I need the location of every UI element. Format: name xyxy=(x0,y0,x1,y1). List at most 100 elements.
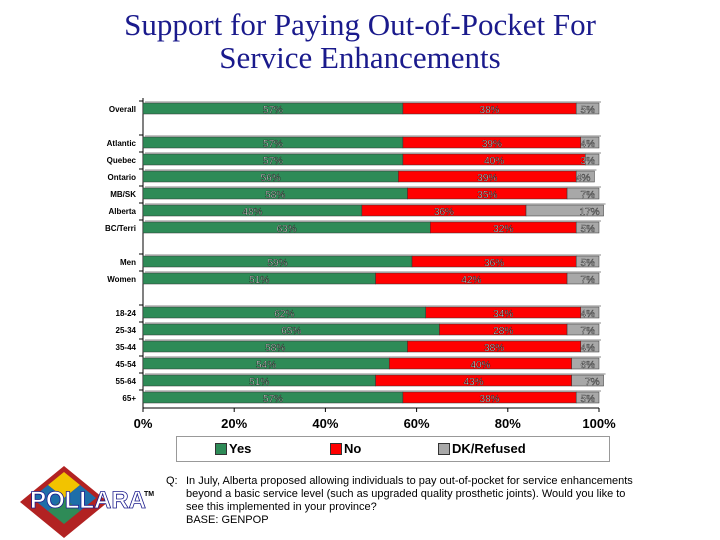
data-label: 39% xyxy=(477,173,497,184)
bar-depth xyxy=(427,305,583,307)
bar-depth xyxy=(145,339,410,341)
logo-text: POLLARA xyxy=(30,487,146,514)
bar-depth xyxy=(145,135,405,137)
bar-segment-dkrefused xyxy=(575,102,600,115)
bar-segment-dkrefused xyxy=(571,357,600,370)
data-label: 57% xyxy=(263,156,283,167)
bar-segment-dkrefused xyxy=(580,340,600,353)
legend-swatch-no xyxy=(330,443,342,455)
bar-depth xyxy=(145,220,433,222)
bar-depth xyxy=(391,356,574,358)
bar-depth xyxy=(432,220,579,222)
bar-depth xyxy=(587,152,601,154)
category-label: BC/Terri xyxy=(105,224,136,233)
data-label: 59% xyxy=(268,258,288,269)
x-tick-label: 40% xyxy=(312,416,338,431)
data-label: 40% xyxy=(470,360,490,371)
legend-label-dk: DK/Refused xyxy=(452,441,526,456)
bar-depth xyxy=(578,220,601,222)
bar-depth xyxy=(578,254,601,256)
bar-depth xyxy=(573,356,601,358)
chart-title-line-1: Support for Paying Out-of-Pocket For xyxy=(124,7,596,42)
data-label: 65% xyxy=(281,326,301,337)
data-label: 38% xyxy=(480,105,500,116)
category-label: Alberta xyxy=(108,207,136,216)
bar-depth xyxy=(578,390,601,392)
category-label: Overall xyxy=(109,105,136,114)
bar-depth xyxy=(573,373,606,375)
data-label: 58% xyxy=(265,343,285,354)
data-label: 7% xyxy=(581,190,596,201)
bar-segment-dkrefused xyxy=(580,306,600,319)
data-label: 35% xyxy=(477,190,497,201)
question-label: Q: xyxy=(166,475,178,487)
category-label: Men xyxy=(120,258,136,267)
bar-segment-dkrefused xyxy=(575,170,595,183)
bar-depth xyxy=(404,390,579,392)
x-tick-label: 80% xyxy=(495,416,521,431)
chart-title-line-2: Service Enhancements xyxy=(219,40,501,75)
data-label: 38% xyxy=(480,394,500,405)
bar-depth xyxy=(377,373,574,375)
data-label: 48% xyxy=(242,207,262,218)
data-label: 5% xyxy=(581,258,596,269)
category-label: 55-64 xyxy=(116,377,137,386)
bar-segment-dkrefused xyxy=(566,187,600,200)
data-label: 54% xyxy=(256,360,276,371)
bar-depth xyxy=(441,322,570,324)
pollara-logo: POLLARA TM xyxy=(20,466,154,538)
bar-depth xyxy=(377,271,570,273)
bar-segment-dkrefused xyxy=(571,374,604,387)
bar-depth xyxy=(414,254,579,256)
bar-depth xyxy=(145,152,405,154)
data-label: 42% xyxy=(461,275,481,286)
chart-legend: Yes No DK/Refused xyxy=(176,436,610,462)
category-label: 65+ xyxy=(122,394,136,403)
bar-segment-dkrefused xyxy=(566,323,600,336)
category-label: 25-34 xyxy=(116,326,137,335)
data-label: 17% xyxy=(580,207,600,218)
data-label: 6% xyxy=(581,360,596,371)
data-label: 39% xyxy=(482,139,502,150)
category-label: Atlantic xyxy=(107,139,137,148)
bar-depth xyxy=(145,356,392,358)
legend-label-no: No xyxy=(344,441,362,456)
data-label: 43% xyxy=(464,377,484,388)
stacked-bar-chart: 0% 20% 40% 60% 80% 100% Overall 57% 38% 5% Atlanti… xyxy=(105,98,616,431)
data-label: 57% xyxy=(263,394,283,405)
bar-depth xyxy=(145,373,378,375)
data-label: 4% xyxy=(581,343,596,354)
bar-depth xyxy=(569,271,601,273)
data-label: 38% xyxy=(484,343,504,354)
data-label: 7% xyxy=(581,326,596,337)
data-label: 57% xyxy=(263,105,283,116)
data-label: 4% xyxy=(581,309,596,320)
bar-depth xyxy=(145,322,442,324)
bar-depth xyxy=(582,339,601,341)
x-tick-label: 60% xyxy=(404,416,430,431)
bar-depth xyxy=(145,390,405,392)
data-label: 51% xyxy=(249,275,269,286)
data-label: 58% xyxy=(265,190,285,201)
category-label: MB/SK xyxy=(110,190,136,199)
data-label: 5% xyxy=(581,224,596,235)
category-label: Women xyxy=(107,275,136,284)
bar-depth xyxy=(569,186,601,188)
data-label: 34% xyxy=(493,309,513,320)
bar-depth xyxy=(363,203,529,205)
data-label: 62% xyxy=(274,309,294,320)
bar-depth xyxy=(404,152,588,154)
data-label: 4% xyxy=(576,173,591,184)
bar-depth xyxy=(409,339,583,341)
base-text: BASE: GENPOP xyxy=(186,514,269,526)
bar-depth xyxy=(145,271,378,273)
bar-depth xyxy=(578,101,601,103)
data-label: 28% xyxy=(493,326,513,337)
bar-segment-dkrefused xyxy=(566,272,600,285)
bar-depth xyxy=(569,322,601,324)
bar-segment-dkrefused xyxy=(585,153,600,166)
data-label: 40% xyxy=(484,156,504,167)
bar-depth xyxy=(400,169,579,171)
bar-segment-dkrefused xyxy=(525,204,604,217)
data-label: 3% xyxy=(581,156,596,167)
